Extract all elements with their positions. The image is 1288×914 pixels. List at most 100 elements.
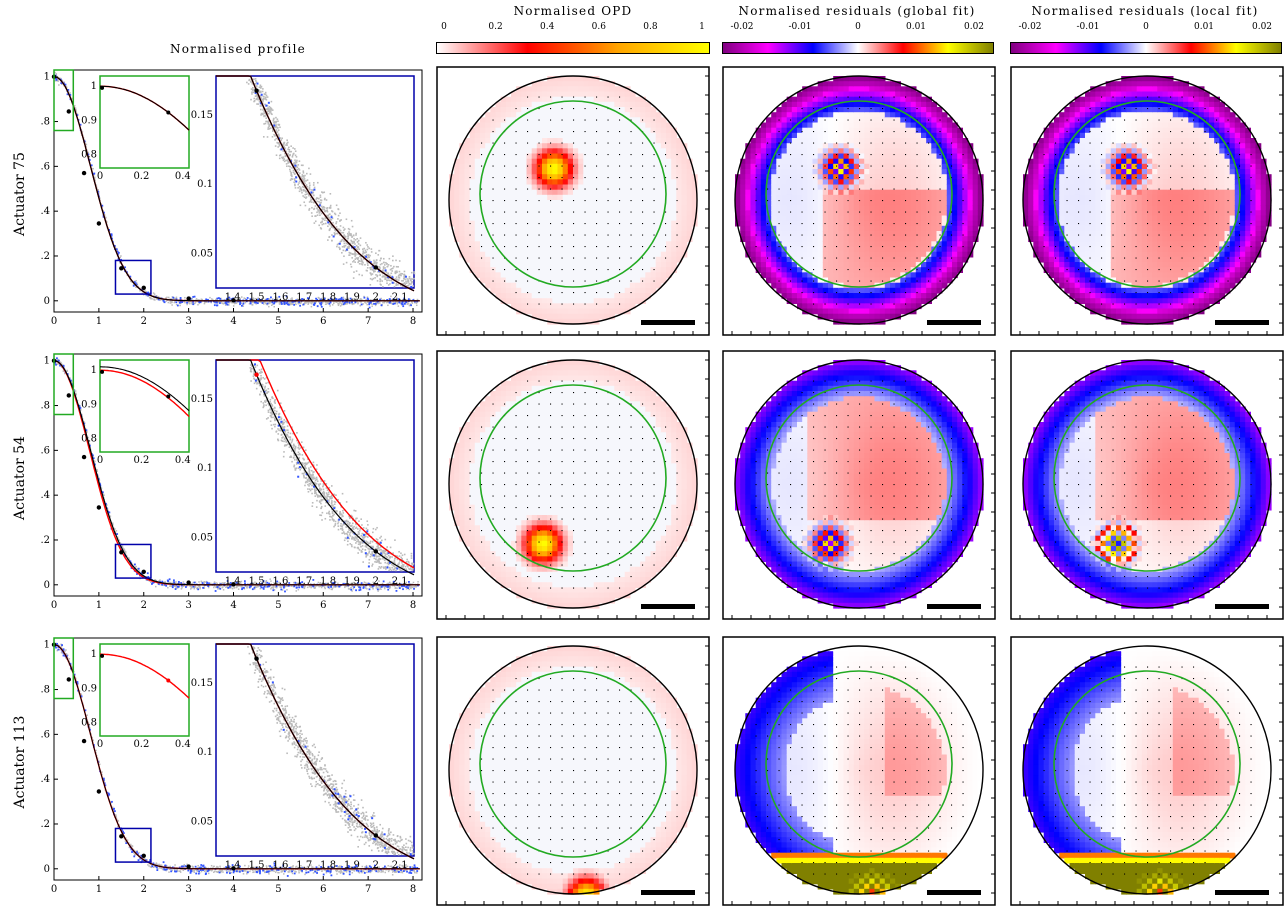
blue-point [334, 584, 337, 587]
green-inset-point [166, 110, 171, 115]
scatter-point [369, 266, 371, 269]
scatter-point [375, 301, 378, 303]
scatter-point [328, 216, 330, 219]
blue-point [387, 276, 390, 279]
blue-point [392, 303, 395, 305]
scatter-point [404, 298, 406, 301]
scatter-point [357, 258, 359, 261]
scatter-point [273, 409, 276, 412]
scatter-point [366, 296, 369, 298]
scatter-point [271, 113, 273, 116]
scatter-point [196, 867, 199, 869]
scatter-point [386, 553, 388, 556]
scatter-point [262, 136, 265, 138]
scatter-point [392, 267, 394, 270]
scatter-point [299, 453, 301, 456]
blue-point [286, 300, 289, 303]
blue-point [214, 590, 217, 592]
scatter-point [397, 275, 400, 277]
blue-point [378, 269, 381, 272]
scatter-point [253, 588, 256, 590]
scatter-point [323, 495, 326, 497]
blue-point [117, 253, 119, 255]
scatter-point [364, 549, 367, 551]
scatter-point [377, 590, 379, 592]
scatter-point [384, 554, 386, 557]
blue-point [386, 586, 389, 588]
x-tick-label: 2 [141, 884, 147, 895]
scatter-point [256, 103, 258, 105]
scatter-point [306, 474, 308, 477]
scatter-point [261, 371, 263, 374]
blue-point [381, 584, 384, 587]
scatter-point [409, 585, 411, 587]
blue-point [392, 580, 395, 583]
blue-point [405, 301, 408, 304]
blue-point [205, 298, 208, 301]
scatter-point [376, 275, 379, 278]
blue-point [242, 586, 245, 589]
scatter-point [309, 199, 312, 202]
blue-point [400, 302, 403, 305]
scatter-point [250, 368, 252, 371]
scatter-point [267, 113, 270, 115]
scatter-point [369, 585, 371, 588]
scatter-point [321, 498, 324, 501]
blue-point [308, 297, 310, 300]
scatter-point [298, 174, 300, 176]
blue-point [313, 304, 316, 306]
scatter-point [292, 443, 295, 446]
scatter-point [389, 556, 391, 559]
scatter-point [409, 567, 412, 569]
scatter-point [305, 197, 307, 199]
scatter-point [288, 160, 290, 163]
scatter-point [283, 160, 286, 163]
scatter-point [413, 585, 416, 588]
scatter-point [267, 109, 270, 111]
scatter-point [109, 515, 112, 517]
scatter-point [360, 255, 362, 258]
scatter-point [379, 585, 382, 588]
scatter-point [379, 278, 381, 280]
blue-point [280, 588, 283, 591]
scatter-point [301, 472, 304, 475]
blue-point [353, 246, 356, 249]
scatter-point [312, 471, 314, 473]
scatter-point [203, 587, 205, 589]
scatter-point [307, 488, 309, 490]
scatter-point [221, 583, 224, 585]
scatter-point [250, 380, 252, 382]
scatter-point [355, 523, 357, 526]
scatter-point [299, 172, 301, 175]
scatter-point [359, 298, 361, 301]
blue-inset-y-tick: 0.05 [191, 532, 213, 543]
scatter-point [355, 257, 358, 259]
blue-point [294, 164, 297, 167]
scatter-point [277, 123, 280, 126]
blue-point [398, 301, 401, 304]
scatter-point [278, 143, 281, 146]
scatter-point [294, 187, 297, 189]
scatter-point [260, 390, 262, 393]
scatter-point [394, 270, 397, 273]
scatter-point [266, 303, 269, 306]
scatter-point [412, 285, 415, 287]
scatter-point [308, 473, 311, 475]
scatter-point [256, 98, 259, 101]
scatter-point [361, 274, 363, 277]
scatter-point [264, 93, 267, 96]
scatter-point [371, 565, 373, 567]
scatter-point [365, 544, 368, 546]
scatter-point [384, 566, 387, 569]
scatter-point [325, 215, 328, 217]
scatter-point [391, 303, 394, 305]
scatter-point [198, 302, 201, 305]
scatter-point [335, 204, 338, 207]
scatter-point [414, 302, 416, 304]
scatter-point [398, 273, 401, 276]
green-inset-x-tick: 0.4 [175, 171, 191, 182]
scatter-point [352, 537, 355, 539]
local-residual-colorbar: -0.02 -0.01 0 0.01 0.02 [1010, 22, 1282, 54]
scatter-point [376, 261, 378, 264]
scatter-point [348, 527, 350, 530]
